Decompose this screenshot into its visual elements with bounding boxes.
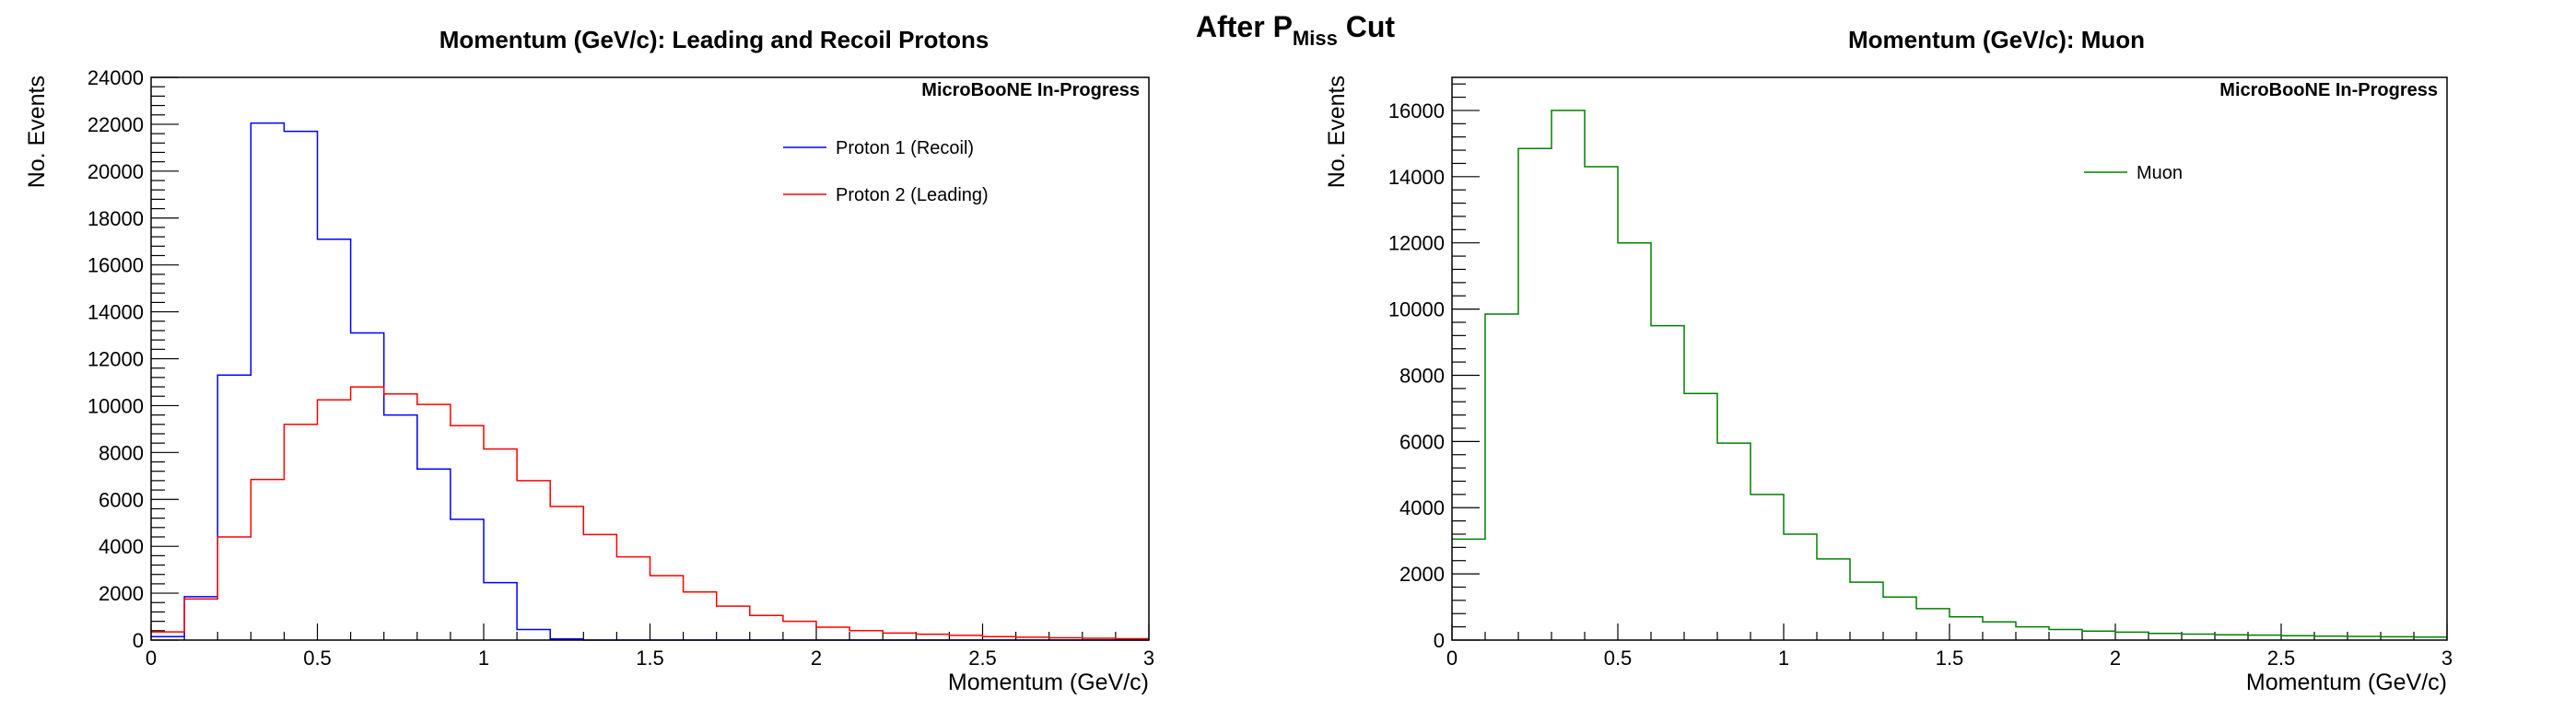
y-tick-label: 24000: [88, 66, 144, 89]
y-tick-label: 6000: [1399, 430, 1445, 453]
histogram-series-0: [1452, 110, 2447, 638]
plot-frame: [150, 76, 1150, 641]
page-title: After PMiss Cut: [1196, 10, 1395, 50]
y-tick-label: 14000: [88, 301, 144, 324]
legend: Proton 1 (Recoil) Proton 2 (Leading): [783, 138, 989, 205]
x-tick-label: 1.5: [636, 647, 664, 670]
legend-label-proton-2: Proton 2 (Leading): [836, 185, 989, 205]
x-tick-label: 2: [811, 647, 822, 670]
x-tick-label: 1: [478, 647, 489, 670]
y-tick-label: 20000: [88, 160, 144, 183]
y-tick-label: 22000: [88, 113, 144, 136]
x-axis-label: Momentum (GeV/c): [948, 670, 1149, 695]
legend: Muon: [2084, 163, 2183, 183]
x-tick-label: 0: [1446, 647, 1458, 670]
chart-title: Momentum (GeV/c): Leading and Recoil Pro…: [439, 26, 989, 53]
x-tick-label: 3: [2441, 647, 2453, 670]
y-tick-label: 12000: [88, 348, 144, 371]
plot-frame: [1451, 76, 2448, 641]
chart-annotation: MicroBooNE In-Progress: [2219, 80, 2438, 100]
histogram-series-1: [151, 386, 1149, 640]
y-tick-label: 4000: [99, 535, 144, 558]
y-tick-label: 8000: [1399, 364, 1445, 387]
chart-annotation: MicroBooNE In-Progress: [921, 80, 1140, 100]
x-tick-label: 2.5: [968, 647, 997, 670]
y-tick-label: 4000: [1399, 496, 1445, 519]
histogram-lines: [1452, 110, 2447, 638]
y-tick-label: 16000: [1388, 99, 1445, 122]
legend-label-proton-1: Proton 1 (Recoil): [836, 138, 974, 158]
x-tick-label: 2.5: [2267, 647, 2296, 670]
y-tick-label: 12000: [1388, 232, 1445, 255]
y-tick-label: 2000: [99, 582, 144, 605]
histogram-lines: [151, 122, 1149, 641]
chart-title: Momentum (GeV/c): Muon: [1848, 26, 2145, 53]
y-axis-label: No. Events: [24, 76, 50, 188]
y-tick-label: 18000: [88, 207, 144, 230]
y-tick-label: 0: [1434, 629, 1445, 652]
axis-ticks: 0 0.5 1 1.5 2 2.5 3 0 2000 4000 6000 8000 10000 12000…: [1388, 83, 2453, 670]
y-tick-label: 14000: [1388, 166, 1445, 189]
x-tick-label: 2: [2110, 647, 2121, 670]
plot-area-border: [150, 76, 1150, 641]
x-tick-label: 0: [146, 647, 157, 670]
axis-ticks: 0 0.5 1 1.5 2 2.5 3 0 2000 4000 6000 8000 10000 12000…: [88, 66, 1154, 670]
x-tick-label: 3: [1143, 647, 1154, 670]
y-tick-label: 10000: [1388, 298, 1445, 321]
plot-area-border: [1451, 76, 2448, 641]
x-tick-label: 1.5: [1936, 647, 1964, 670]
proton-momentum-chart: Momentum (GeV/c): Leading and Recoil Pro…: [24, 26, 1154, 695]
y-tick-label: 2000: [1399, 563, 1445, 586]
y-axis-label: No. Events: [1324, 76, 1350, 188]
x-tick-label: 0.5: [303, 647, 332, 670]
y-tick-label: 16000: [88, 254, 144, 277]
muon-momentum-chart: Momentum (GeV/c): Muon MicroBooNE In-Pro…: [1324, 26, 2453, 695]
y-tick-label: 6000: [99, 488, 144, 511]
y-tick-label: 10000: [88, 394, 144, 417]
legend-label-muon: Muon: [2137, 163, 2183, 183]
x-tick-label: 1: [1778, 647, 1789, 670]
x-axis-label: Momentum (GeV/c): [2246, 670, 2447, 695]
y-tick-label: 0: [133, 629, 144, 652]
y-tick-label: 8000: [99, 441, 144, 464]
x-tick-label: 0.5: [1604, 647, 1633, 670]
